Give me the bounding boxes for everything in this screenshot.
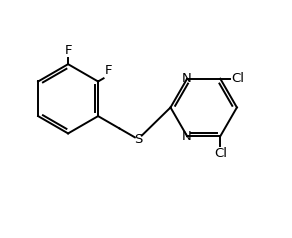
Text: F: F <box>105 64 112 77</box>
Text: F: F <box>64 44 72 57</box>
Text: Cl: Cl <box>232 72 245 85</box>
Text: N: N <box>182 130 192 143</box>
Text: N: N <box>182 72 192 85</box>
Text: S: S <box>134 133 142 146</box>
Text: Cl: Cl <box>214 148 227 160</box>
